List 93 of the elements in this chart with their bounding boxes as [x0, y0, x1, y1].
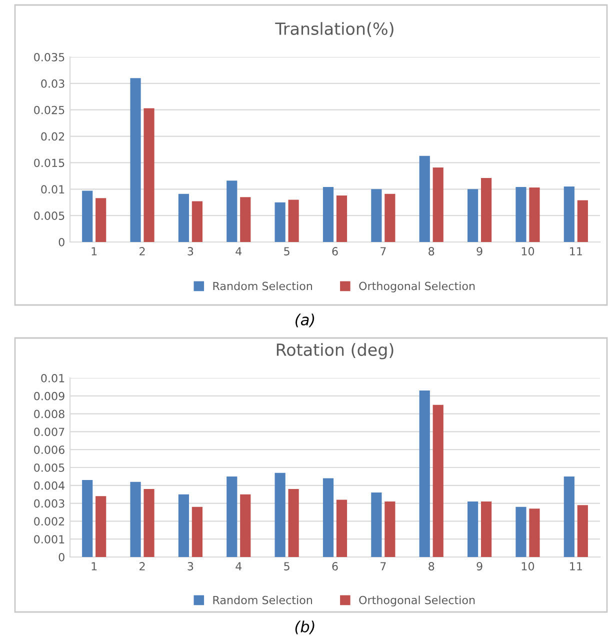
x-tick-label: 11: [570, 562, 582, 570]
bar: [288, 488, 299, 557]
x-tick-label: 3: [188, 562, 194, 570]
bar: [178, 194, 190, 242]
x-tick-label: 3: [188, 247, 194, 256]
bar: [336, 500, 348, 557]
bar: [274, 202, 286, 242]
chart-title: Translation(%): [275, 22, 394, 37]
bar: [178, 494, 190, 557]
bar: [371, 492, 382, 557]
bar: [419, 156, 430, 242]
bar: [384, 502, 396, 557]
y-tick-label: 0: [58, 552, 64, 562]
y-tick-label: 0.002: [34, 517, 64, 526]
x-tick-label: 11: [570, 247, 582, 256]
y-tick-label: 0.015: [34, 158, 64, 168]
bar: [577, 505, 588, 557]
bar: [529, 508, 540, 557]
x-tick-label: 5: [284, 247, 290, 256]
bar: [480, 502, 492, 557]
bar: [82, 480, 93, 557]
chart-title: Rotation (deg): [276, 343, 394, 360]
bar: [130, 78, 141, 242]
bar: [564, 186, 574, 242]
bar: [144, 108, 154, 242]
bar: [516, 187, 526, 242]
x-tick-label: 9: [476, 247, 482, 256]
bar: [96, 496, 106, 557]
bar: [564, 476, 574, 557]
x-tick-label: 1: [92, 562, 97, 570]
y-tick-label: 0.005: [34, 212, 64, 220]
x-tick-label: 9: [476, 562, 482, 570]
bar: [577, 200, 588, 242]
x-tick-label: 5: [284, 562, 290, 570]
y-tick-label: 0.001: [34, 535, 64, 544]
bar: [96, 198, 106, 242]
bar: [226, 476, 238, 557]
bar: [144, 488, 154, 557]
bar: [192, 506, 202, 557]
x-tick-label: 7: [380, 562, 386, 570]
text: (a): [296, 314, 314, 328]
y-tick-label: 0.02: [41, 132, 64, 141]
bar: [240, 494, 251, 557]
y-tick-label: 0.005: [34, 463, 64, 472]
x-tick-label: 6: [332, 562, 338, 570]
y-tick-label: 0.03: [41, 79, 64, 88]
x-tick-label: 2: [140, 562, 145, 570]
bar: [384, 194, 396, 242]
bar: [226, 180, 238, 242]
bar: [322, 478, 334, 557]
legend-label: Random Selection: [213, 282, 312, 290]
legend-label: Orthogonal Selection: [359, 596, 475, 606]
bar: [480, 178, 492, 242]
x-tick-label: 8: [428, 562, 434, 570]
bar: [82, 190, 93, 242]
bar: [288, 200, 299, 242]
bar: [516, 506, 526, 557]
x-tick-label: 4: [236, 247, 242, 256]
bar: [529, 188, 540, 242]
bar: [371, 189, 382, 242]
x-tick-label: 6: [332, 247, 338, 256]
bar: [468, 189, 478, 242]
bar: [274, 472, 286, 557]
x-tick-label: 10: [522, 247, 534, 256]
bar: [432, 167, 444, 242]
bar: [240, 197, 251, 242]
y-tick-label: 0.01: [41, 185, 64, 194]
y-tick-label: 0.009: [34, 392, 64, 400]
legend-label: Random Selection: [213, 596, 312, 604]
bar: [130, 482, 141, 557]
bar: [336, 195, 348, 242]
bar: [322, 187, 334, 242]
x-tick-label: 10: [522, 562, 534, 570]
x-tick-label: 8: [428, 247, 434, 256]
y-tick-label: 0.007: [34, 428, 64, 436]
x-tick-label: 4: [236, 562, 242, 570]
bar: [192, 201, 202, 242]
y-tick-label: 0.025: [34, 106, 64, 114]
y-tick-label: 0.004: [34, 481, 65, 490]
y-tick-label: 0: [58, 238, 64, 246]
y-tick-label: 0.035: [34, 52, 64, 62]
y-tick-label: 0.003: [34, 499, 64, 508]
x-tick-label: 2: [140, 247, 145, 256]
y-tick-label: 0.006: [34, 446, 64, 454]
bar: [432, 404, 444, 557]
bar: [419, 390, 430, 557]
y-tick-label: 0.008: [34, 410, 64, 418]
bar: [468, 502, 478, 557]
x-tick-label: 7: [380, 247, 386, 256]
x-tick-label: 1: [92, 247, 97, 256]
y-tick-label: 0.01: [41, 374, 64, 382]
text: (b): [295, 620, 314, 634]
legend-label: Orthogonal Selection: [359, 282, 475, 292]
